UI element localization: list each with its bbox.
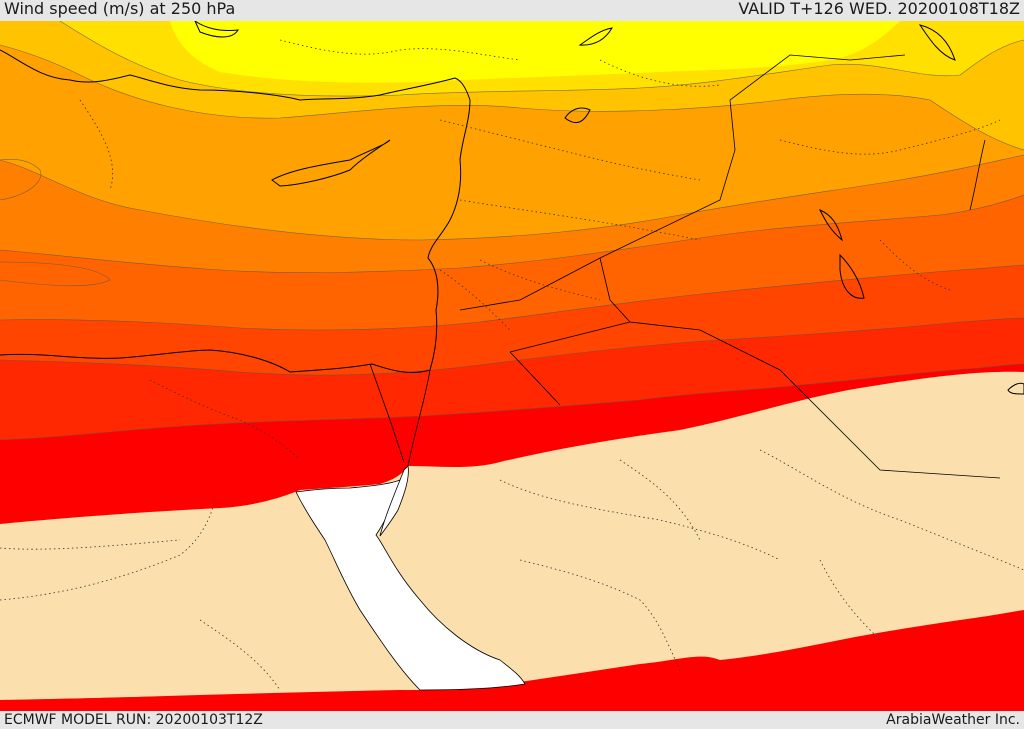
- speed-contours: [0, 21, 1024, 441]
- footer-bar: ECMWF MODEL RUN: 20200103T12Z ArabiaWeat…: [0, 711, 1024, 729]
- red-sea: [295, 479, 526, 691]
- borders: [369, 54, 1001, 479]
- wind-speed-map[interactable]: [0, 21, 1024, 711]
- credit: ArabiaWeather Inc.: [886, 712, 1020, 728]
- band-south-beige: [0, 371, 1024, 700]
- header-bar: Wind speed (m/s) at 250 hPa VALID T+126 …: [0, 0, 1024, 21]
- model-run: ECMWF MODEL RUN: 20200103T12Z: [4, 712, 263, 728]
- band-yellow: [170, 21, 900, 83]
- coastlines: [0, 21, 1024, 395]
- gulf-of-aqaba: [379, 465, 409, 537]
- band-south-red: [0, 610, 1024, 711]
- valid-time: VALID T+126 WED. 20200108T18Z: [738, 0, 1020, 18]
- admin-boundaries: [0, 39, 1024, 691]
- map-title: Wind speed (m/s) at 250 hPa: [4, 0, 236, 18]
